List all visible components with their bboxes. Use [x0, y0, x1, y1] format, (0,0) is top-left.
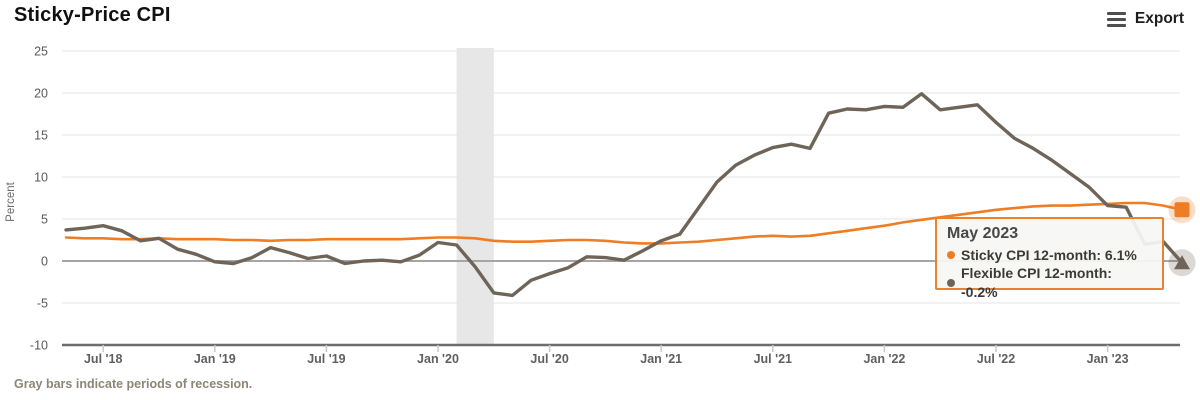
tooltip-item-text: Sticky CPI 12-month: 6.1%	[961, 247, 1137, 263]
x-tick-label: Jan '20	[417, 352, 459, 366]
tooltip-item-flexible: Flexible CPI 12-month: -0.2%	[947, 264, 1152, 301]
y-tick-label: 5	[41, 213, 48, 227]
x-tick-label: Jan '22	[863, 352, 905, 366]
x-tick-label: Jul '20	[530, 352, 568, 366]
tooltip-item-sticky: Sticky CPI 12-month: 6.1%	[947, 246, 1152, 264]
chart-tooltip: May 2023 Sticky CPI 12-month: 6.1% Flexi…	[935, 217, 1164, 300]
flexible-cpi-line	[64, 92, 1184, 298]
y-tick-label: 20	[34, 87, 48, 101]
y-tick-label: -10	[30, 339, 48, 353]
flexible-series-bullet-icon	[947, 278, 955, 287]
y-tick-label: 10	[34, 171, 48, 185]
x-tick-label: Jan '19	[194, 352, 236, 366]
x-tick-label: Jan '21	[640, 352, 682, 366]
tooltip-item-text: Flexible CPI 12-month: -0.2%	[961, 265, 1112, 300]
x-tick-label: Jan '23	[1087, 352, 1129, 366]
y-tick-label: 0	[41, 255, 48, 269]
y-tick-label: 15	[34, 129, 48, 143]
sticky-end-square-icon	[1174, 202, 1190, 218]
x-tick-label: Jul '21	[754, 352, 792, 366]
x-tick-label: Jul '18	[84, 352, 122, 366]
x-tick-label: Jul '22	[977, 352, 1015, 366]
recession-note: Gray bars indicate periods of recession.	[14, 377, 253, 391]
export-label: Export	[1134, 10, 1184, 27]
cpi-chart: 25 20 15 10 5 0 -5 -10 Jul '18 Jan '19 Jul '19 Jan …	[5, 45, 1196, 366]
y-tick-label: -5	[37, 297, 48, 311]
y-axis-title: Percent	[5, 181, 17, 221]
export-button[interactable]: Export	[1106, 10, 1184, 28]
flexible-end-triangle-icon	[1174, 255, 1190, 270]
x-tick-label: Jul '19	[307, 352, 345, 366]
sticky-cpi-line	[64, 201, 1184, 245]
page-title: Sticky-Price CPI	[14, 4, 171, 26]
tooltip-date: May 2023	[947, 225, 1019, 242]
sticky-series-bullet-icon	[947, 251, 955, 260]
y-tick-label: 25	[34, 45, 48, 59]
recession-band	[456, 48, 494, 345]
menu-icon	[1106, 11, 1126, 27]
